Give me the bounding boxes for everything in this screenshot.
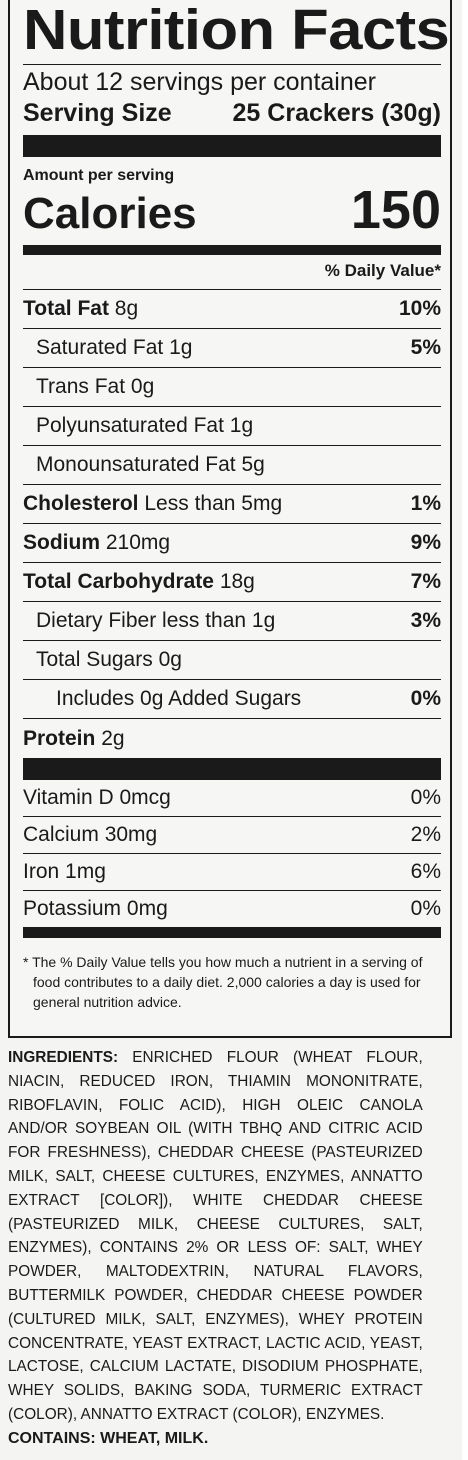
nutrient-amount: 2g xyxy=(101,726,125,750)
vitamins-divider xyxy=(23,758,441,780)
nutrient-row: Polyunsaturated Fat 1g xyxy=(23,407,441,446)
nutrient-amount: 1g xyxy=(229,414,254,437)
vitamin-row: Calcium 30mg 2% xyxy=(23,817,441,854)
nutrient-name: Polyunsaturated Fat xyxy=(36,414,224,437)
nutrient-name: Monounsaturated Fat xyxy=(36,453,236,476)
nutrient-name: Includes 0g Added Sugars xyxy=(56,687,302,710)
nutrient-name: Total Fat xyxy=(23,297,109,320)
amount-per-serving: Amount per serving xyxy=(23,167,175,184)
nutrient-amount: Less than 5mg xyxy=(144,492,283,515)
title-rule xyxy=(23,64,441,65)
serving-divider xyxy=(23,135,441,157)
nutrient-row: Sodium 210mg 9% xyxy=(23,524,441,563)
vitamin-name: Calcium xyxy=(23,823,99,846)
nutrient-amount: 0g xyxy=(158,648,182,671)
nutrient-name: Trans Fat xyxy=(36,375,126,398)
nutrient-row: Monounsaturated Fat 5g xyxy=(23,446,441,485)
ingredients-list: INGREDIENTS: ENRICHED FLOUR (WHEAT FLOUR… xyxy=(8,1046,423,1427)
footnote-divider xyxy=(23,928,441,938)
serving-size-row: Serving Size 25 Crackers (30g) xyxy=(23,97,441,129)
vitamin-row: Vitamin D 0mcg 0% xyxy=(23,780,441,817)
calories-divider xyxy=(23,245,441,255)
nutrient-dv: 7% xyxy=(410,570,441,593)
nutrient-amount: less than 1g xyxy=(162,609,276,632)
vitamin-dv: 2% xyxy=(410,823,441,846)
serving-size-value: 25 Crackers (30g) xyxy=(232,99,441,127)
nutrient-amount: 210mg xyxy=(105,531,171,554)
nutrient-row: Dietary Fiber less than 1g 3% xyxy=(23,602,441,641)
nutrient-row: Trans Fat 0g xyxy=(23,368,441,407)
vitamin-row: Potassium 0mg 0% xyxy=(23,891,441,928)
daily-value-footnote: * The % Daily Value tells you how much a… xyxy=(23,954,423,1010)
nutrient-amount: 5g xyxy=(241,453,265,476)
nutrient-name: Total Carbohydrate xyxy=(23,570,214,593)
page-edge xyxy=(462,0,468,1460)
nutrient-amount: 1g xyxy=(169,336,193,359)
nutrient-amount: 8g xyxy=(114,297,139,320)
nutrient-row: Total Carbohydrate 18g 7% xyxy=(23,563,441,602)
nutrient-row: Saturated Fat 1g 5% xyxy=(23,329,441,368)
vitamin-amount: 1mg xyxy=(65,860,106,883)
nutrient-row: Total Sugars 0g xyxy=(23,641,441,680)
servings-per-container: About 12 servings per container xyxy=(23,68,376,96)
nutrient-name: Sodium xyxy=(23,531,100,554)
nutrient-row: Includes 0g Added Sugars 0% xyxy=(23,680,441,719)
vitamin-name: Vitamin D xyxy=(23,786,114,809)
nutrition-facts-panel: Nutrition Facts About 12 servings per co… xyxy=(8,0,452,1038)
nutrient-name: Total Sugars xyxy=(36,648,153,671)
vitamin-amount: 30mg xyxy=(104,823,158,846)
calories-value: 150 xyxy=(350,180,441,240)
nutrient-name: Dietary Fiber xyxy=(36,609,157,632)
vitamin-dv: 6% xyxy=(410,860,441,883)
vitamin-name: Iron xyxy=(23,860,60,883)
serving-size-label: Serving Size xyxy=(23,99,172,127)
vitamin-row: Iron 1mg 6% xyxy=(23,854,441,891)
nutrient-dv: 3% xyxy=(410,609,441,632)
calories-label: Calories xyxy=(23,189,197,238)
allergen-statement: CONTAINS: WHEAT, MILK. xyxy=(8,1430,209,1447)
nutrient-dv: 9% xyxy=(410,531,441,554)
vitamin-name: Potassium xyxy=(23,897,122,920)
nutrient-amount: 18g xyxy=(219,570,255,593)
nutrient-dv: 1% xyxy=(410,492,441,515)
nutrient-amount: 0g xyxy=(130,375,155,398)
vitamin-amount: 0mg xyxy=(126,897,168,920)
vitamin-dv: 0% xyxy=(410,786,441,809)
vitamin-amount: 0mcg xyxy=(119,786,171,809)
vitamin-dv: 0% xyxy=(410,897,441,920)
nutrient-name: Protein xyxy=(23,726,96,750)
calories-row: Calories 150 xyxy=(23,180,441,241)
nutrient-row: Protein 2g xyxy=(23,719,441,758)
daily-value-header: % Daily Value* xyxy=(23,255,441,290)
nutrient-row: Cholesterol Less than 5mg 1% xyxy=(23,485,441,524)
nutrient-dv: 10% xyxy=(398,297,441,320)
nutrient-name: Cholesterol xyxy=(23,492,139,515)
ingredients-label: INGREDIENTS: xyxy=(8,1049,119,1066)
nutrition-title: Nutrition Facts xyxy=(23,0,450,62)
nutrient-name: Saturated Fat xyxy=(36,336,164,359)
nutrient-row: Total Fat 8g 10% xyxy=(23,290,441,329)
nutrient-dv: 0% xyxy=(410,687,441,710)
ingredients-text: ENRICHED FLOUR (WHEAT FLOUR, NIACIN, RED… xyxy=(8,1049,423,1423)
nutrient-dv: 5% xyxy=(410,336,441,359)
